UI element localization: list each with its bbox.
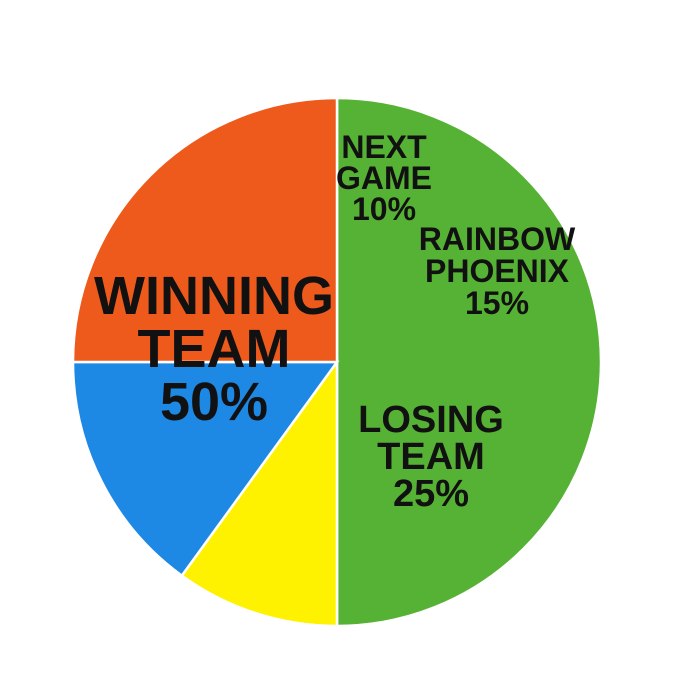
slice-label-line: 15% bbox=[465, 285, 529, 321]
pie-labels: WINNING TEAM 50%NEXT GAME 10%RAINBOW PHOENIX 1… bbox=[94, 129, 576, 515]
pie-slice-next-game bbox=[180, 358, 339, 628]
slice-label-line: LOSING bbox=[358, 399, 504, 441]
slice-label-losing-team: LOSING TEAM 25% bbox=[358, 399, 504, 515]
slice-label-line: PHOENIX bbox=[425, 253, 570, 289]
slice-label-line: 25% bbox=[393, 473, 469, 515]
slice-label-line: TEAM bbox=[138, 319, 291, 379]
slice-label-line: 50% bbox=[160, 372, 268, 432]
slice-label-line: WINNING bbox=[94, 266, 334, 326]
pie-slice-losing-team bbox=[71, 96, 339, 364]
slice-label-line: NEXT bbox=[341, 129, 427, 165]
slice-label-winning-team: WINNING TEAM 50% bbox=[94, 266, 334, 432]
slice-label-line: GAME bbox=[336, 160, 432, 196]
slice-label-line: RAINBOW bbox=[419, 221, 576, 257]
pie-slice-rainbow-phoenix bbox=[71, 360, 340, 578]
slice-label-next-game: NEXT GAME 10% bbox=[336, 129, 432, 227]
pie-slices bbox=[71, 96, 603, 628]
slice-label-line: 10% bbox=[352, 191, 416, 227]
slice-label-rainbow-phoenix: RAINBOW PHOENIX 15% bbox=[419, 221, 576, 321]
pie-slice-winning-team bbox=[335, 96, 603, 628]
slice-label-line: TEAM bbox=[377, 436, 485, 478]
